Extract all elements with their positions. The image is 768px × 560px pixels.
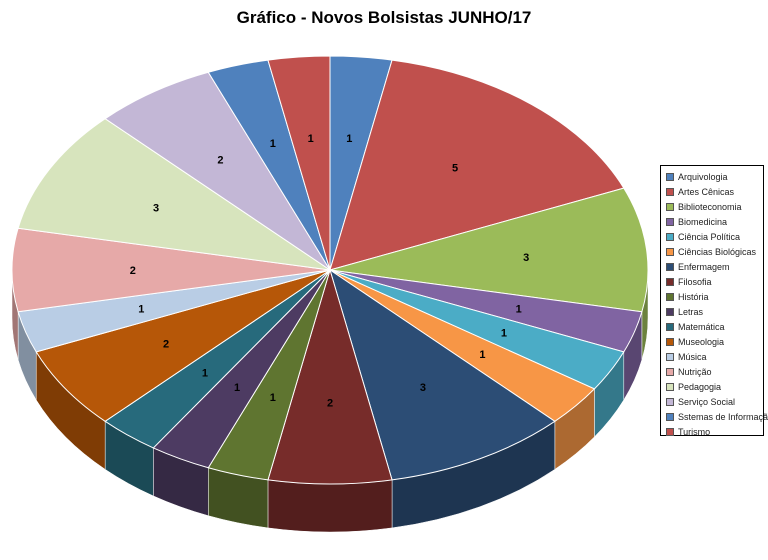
legend-item: Enfermagem: [666, 259, 763, 274]
legend-label: Serviço Social: [678, 396, 736, 407]
pie-slice-nutrição: [11, 227, 331, 313]
legend-swatch: [666, 352, 674, 361]
chart-title: Gráfico - Novos Bolsistas JUNHO/17: [236, 8, 532, 27]
legend-item: Letras: [666, 304, 763, 319]
legend-swatch: [666, 262, 674, 271]
data-label: 1: [501, 328, 507, 340]
legend-item: Filosofia: [666, 274, 763, 289]
legend-item: Serviço Social: [666, 394, 763, 409]
data-label: 3: [523, 252, 529, 264]
legend-item: Ciências Biológicas: [666, 244, 763, 259]
pie-slice-pedagogia: [17, 118, 331, 271]
legend-label: Letras: [678, 306, 704, 317]
legend-label: Artes Cênicas: [678, 186, 735, 197]
legend-label: Filosofia: [678, 276, 712, 287]
data-label: 1: [234, 382, 240, 394]
data-label: 2: [217, 155, 223, 167]
pie-slice-filosofia: [267, 268, 393, 485]
legend: Arquivologia Artes Cênicas Biblioteconomia…: [660, 165, 768, 439]
legend-label: Música: [678, 351, 707, 362]
legend-item: Pedagogia: [666, 379, 763, 394]
legend-item: Música: [666, 349, 763, 364]
legend-label: Arquivologia: [678, 171, 728, 182]
legend-label: Turismo: [678, 426, 711, 437]
legend-swatch: [666, 232, 674, 241]
legend-label: Museologia: [678, 336, 725, 347]
pie-slice-turismo: [267, 55, 331, 271]
legend-item: Artes Cênicas: [666, 184, 763, 199]
legend-item: Biblioteconomia: [666, 199, 763, 214]
legend-swatch: [666, 247, 674, 256]
legend-swatch: [666, 397, 674, 406]
legend-item: Nutrição: [666, 364, 763, 379]
data-label: 1: [270, 392, 276, 404]
legend-swatch: [666, 187, 674, 196]
legend-swatch: [666, 172, 674, 181]
pie-slice-biblioteconomia: [329, 187, 649, 313]
legend-swatch: [666, 427, 674, 436]
legend-item: História: [666, 289, 763, 304]
legend-swatch: [666, 382, 674, 391]
legend-label: Ciências Biológicas: [678, 246, 757, 257]
legend-label: Matemática: [678, 321, 725, 332]
legend-swatch: [666, 367, 674, 376]
pie-slice-museologia: [35, 269, 331, 422]
legend-item: Arquivologia: [666, 169, 763, 184]
legend-label: Sstemas de Informação: [678, 411, 768, 422]
legend-item: Museologia: [666, 334, 763, 349]
legend-swatch: [666, 412, 674, 421]
legend-label: Nutrição: [678, 366, 712, 377]
legend-item: Matemática: [666, 319, 763, 334]
legend-label: Enfermagem: [678, 261, 730, 272]
pie-slice-enfermagem: [329, 268, 556, 481]
legend-swatch: [666, 337, 674, 346]
legend-item: Sstemas de Informação: [666, 409, 768, 424]
data-label: 1: [270, 138, 276, 150]
data-label: 1: [202, 368, 208, 380]
legend-swatch: [666, 217, 674, 226]
legend-label: Biomedicina: [678, 216, 728, 227]
legend-item: Biomedicina: [666, 214, 763, 229]
data-label: 2: [327, 398, 333, 410]
pie-side-filosofia: [267, 479, 393, 533]
data-label: 3: [420, 382, 426, 394]
legend-label: História: [678, 291, 709, 302]
pie-slice-artes-cênicas: [329, 59, 625, 271]
data-label: 3: [153, 202, 159, 214]
legend-label: Ciência Política: [678, 231, 741, 242]
data-label: 1: [308, 133, 314, 145]
legend-item: Turismo: [666, 424, 763, 439]
data-label: 1: [138, 304, 144, 316]
legend-item: Ciência Política: [666, 229, 763, 244]
legend-label: Biblioteconomia: [678, 201, 742, 212]
legend-swatch: [666, 322, 674, 331]
legend-swatch: [666, 202, 674, 211]
pie-slice-serviço-social: [104, 71, 331, 271]
data-label: 2: [163, 339, 169, 351]
legend-swatch: [666, 277, 674, 286]
legend-swatch: [666, 307, 674, 316]
data-label: 1: [479, 349, 485, 361]
data-label: 2: [130, 265, 136, 277]
data-label: 1: [346, 133, 352, 145]
legend-label: Pedagogia: [678, 381, 722, 392]
data-label: 5: [452, 162, 458, 174]
data-label: 1: [516, 304, 522, 316]
legend-swatch: [666, 292, 674, 301]
